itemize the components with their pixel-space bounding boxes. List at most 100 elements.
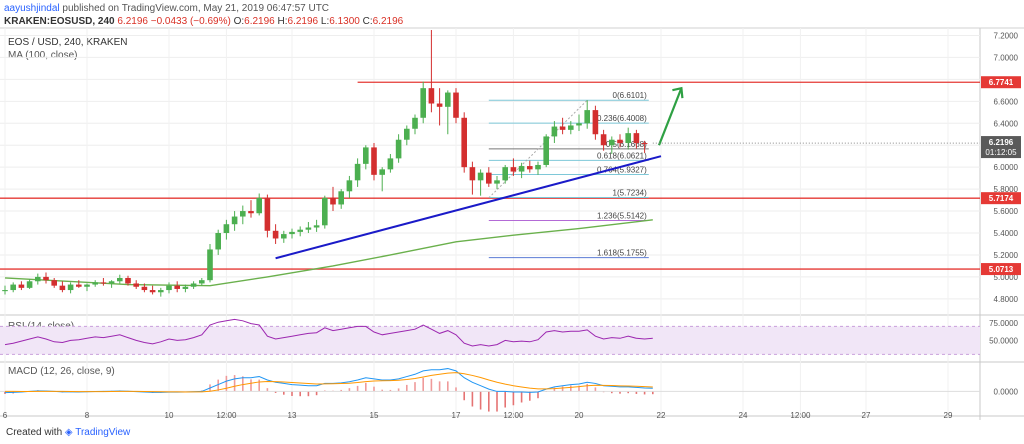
candle-body bbox=[494, 180, 500, 184]
time-tick-label: 22 bbox=[657, 411, 666, 420]
candle-body bbox=[281, 234, 287, 239]
candle-body bbox=[240, 211, 246, 217]
open-value-2: 6.2196 bbox=[244, 16, 275, 27]
ma100-line bbox=[4, 219, 653, 287]
time-tick-label: 17 bbox=[452, 411, 461, 420]
candle-body bbox=[272, 230, 279, 239]
rsi-tick-label: 50.0000 bbox=[989, 336, 1018, 345]
high-value: 6.2196 bbox=[287, 16, 319, 27]
fib-level-label: 0.5(6.1668) bbox=[606, 140, 647, 149]
candle-body bbox=[535, 164, 541, 170]
candle-body bbox=[346, 180, 353, 192]
symbol-label: KRAKEN:EOSUSD, 240 bbox=[4, 16, 115, 27]
time-tick-label: 12:00 bbox=[216, 411, 237, 420]
candle-body bbox=[256, 197, 262, 214]
footer-created-with: Created with bbox=[6, 427, 63, 438]
time-tick-label: 20 bbox=[575, 411, 584, 420]
time-tick-label: 15 bbox=[370, 411, 379, 420]
fib-level-label: 0(6.6101) bbox=[613, 91, 648, 100]
time-tick-label: 6 bbox=[3, 411, 8, 420]
candle-body bbox=[477, 172, 484, 181]
chart-symbol-legend[interactable]: EOS / USD, 240, KRAKEN bbox=[8, 37, 128, 48]
price-tick-label: 6.0000 bbox=[994, 163, 1019, 172]
fib-level-label: 1.236(5.5142) bbox=[597, 211, 647, 220]
close-label: C: bbox=[362, 16, 373, 27]
candle-body bbox=[158, 290, 164, 293]
candles bbox=[2, 30, 648, 297]
price-tick-label: 7.2000 bbox=[994, 31, 1019, 40]
footer: Created with ◈ TradingView bbox=[6, 427, 130, 438]
candle-body bbox=[166, 285, 172, 291]
candle-body bbox=[633, 133, 640, 144]
bullish-arrow-shaft bbox=[657, 87, 683, 146]
ma-legend[interactable]: MA (100, close) bbox=[8, 50, 78, 61]
candle-body bbox=[576, 123, 582, 126]
bar-countdown-label: 01:12:05 bbox=[985, 148, 1017, 157]
candle-body bbox=[387, 158, 394, 170]
publisher-line: aayushjindal published on TradingView.co… bbox=[4, 3, 329, 14]
candle-body bbox=[436, 103, 443, 107]
candle-body bbox=[141, 286, 148, 291]
time-tick-label: 27 bbox=[862, 411, 871, 420]
candle-body bbox=[338, 191, 344, 205]
candle-body bbox=[2, 290, 8, 292]
candle-body bbox=[641, 143, 648, 145]
open-value: 6.2196 bbox=[117, 16, 148, 27]
time-tick-label: 24 bbox=[739, 411, 748, 420]
candle-body bbox=[92, 282, 98, 285]
price-tick-label: 5.6000 bbox=[994, 207, 1019, 216]
candle-body bbox=[445, 92, 451, 107]
close-value: 6.2196 bbox=[372, 16, 404, 27]
price-tick-label: 5.8000 bbox=[994, 185, 1019, 194]
publisher-username[interactable]: aayushjindal bbox=[4, 3, 60, 14]
fib-level-label: 1.618(5.1755) bbox=[597, 249, 647, 258]
footer-brand[interactable]: TradingView bbox=[75, 427, 131, 438]
low-value: 6.1300 bbox=[329, 16, 360, 27]
candle-body bbox=[59, 285, 66, 291]
candle-body bbox=[18, 284, 25, 288]
candle-body bbox=[395, 139, 402, 159]
fib-level-label: 0.236(6.4008) bbox=[597, 114, 647, 123]
rsi-band bbox=[0, 326, 980, 355]
candle-body bbox=[100, 282, 107, 284]
price-level-badge bbox=[981, 192, 1021, 205]
candle-body bbox=[527, 166, 533, 170]
price-level-badge bbox=[981, 76, 1021, 89]
candle-body bbox=[609, 139, 615, 146]
candle-body bbox=[248, 211, 254, 214]
candle-body bbox=[592, 110, 599, 135]
candle-body bbox=[420, 88, 426, 118]
candle-body bbox=[510, 167, 517, 172]
candle-body bbox=[117, 277, 123, 282]
fib-level-label: 0.764(5.9327) bbox=[597, 166, 647, 175]
bullish-arrow-head bbox=[672, 86, 684, 99]
low-label: L: bbox=[320, 16, 330, 27]
candle-body bbox=[35, 276, 41, 282]
candle-body bbox=[330, 197, 336, 205]
candle-body bbox=[354, 163, 361, 181]
price-tick-label: 5.2000 bbox=[994, 251, 1019, 260]
price-tick-label: 7.0000 bbox=[994, 53, 1019, 62]
current-price-badge bbox=[981, 136, 1021, 159]
price-tick-label: 4.8000 bbox=[994, 295, 1019, 304]
candle-body bbox=[543, 136, 549, 165]
candle-body bbox=[404, 128, 410, 140]
macd-signal-line bbox=[5, 372, 653, 393]
open-label: O: bbox=[233, 16, 245, 27]
time-tick-label: 13 bbox=[288, 411, 297, 420]
candle-body bbox=[617, 139, 623, 144]
price-tick-label: 5.0000 bbox=[994, 273, 1019, 282]
time-tick-label: 10 bbox=[165, 411, 174, 420]
candle-body bbox=[297, 229, 303, 232]
candle-body bbox=[568, 125, 574, 130]
ascending-trend-line bbox=[275, 155, 662, 260]
macd-histogram bbox=[4, 375, 654, 412]
candle-body bbox=[108, 281, 115, 284]
candle-body bbox=[502, 167, 508, 181]
candle-body bbox=[371, 147, 377, 175]
candle-body bbox=[412, 117, 418, 129]
macd-legend[interactable]: MACD (12, 26, close, 9) bbox=[8, 366, 115, 377]
candle-body bbox=[43, 276, 49, 281]
